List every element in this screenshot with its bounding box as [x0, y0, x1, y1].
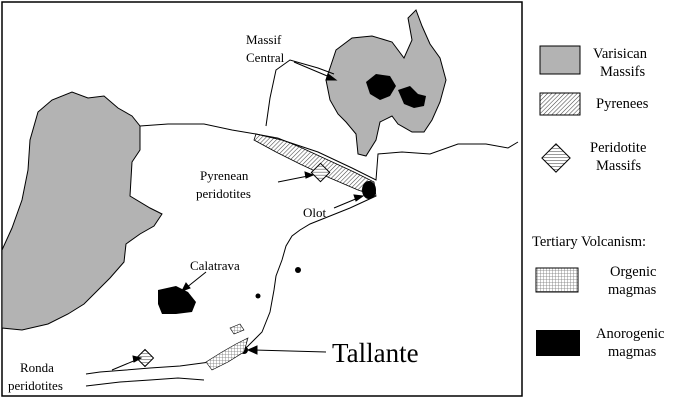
ronda-peridotites-leader — [111, 359, 137, 371]
label-ronda-line1: Ronda — [20, 360, 54, 375]
label-olot: Olot — [303, 205, 327, 220]
arrowhead — [132, 355, 143, 363]
ronda-peridotite-diamond-icon — [135, 348, 155, 368]
massif-central-volcanic-patch — [398, 86, 426, 108]
legend-peridotite-line2: Massifs — [596, 158, 641, 174]
label-pyrenean-line1: Pyrenean — [200, 168, 249, 183]
arrowhead — [246, 345, 258, 355]
calatrava-leader — [185, 271, 207, 289]
massif-central-leader — [293, 61, 333, 79]
legend-varisican-line2: Massifs — [600, 64, 645, 80]
legend-peridotite-line1: Peridotite — [590, 140, 646, 156]
arrowhead — [180, 282, 191, 292]
label-massif-central-line1: Massif — [246, 32, 282, 47]
olot-volcanic-field — [362, 181, 376, 199]
tallante-leader — [251, 349, 327, 353]
massif-central-volcanic-patch — [366, 74, 396, 100]
legend-tertiary-title: Tertiary Volcanism: — [532, 234, 646, 250]
label-ronda-line2: peridotites — [8, 378, 63, 393]
label-calatrava: Calatrava — [190, 258, 240, 273]
legend-orogenic-line2: magmas — [608, 282, 657, 298]
label-massif-central-line2: Central — [246, 50, 285, 65]
label-pyrenean-line2: peridotites — [196, 186, 251, 201]
peridotite-swatch-diamond-hatched-icon — [541, 143, 571, 173]
legend-anorogenic-line2: magmas — [608, 344, 657, 360]
coastline-africa — [85, 377, 205, 387]
legend-pyrenees: Pyrenees — [596, 96, 649, 112]
arrowhead — [304, 171, 315, 179]
orogenic-swatch-grid-hatch-icon — [535, 267, 579, 293]
volcanic-spot — [295, 267, 301, 273]
iberian-varisican-massif — [1, 91, 163, 331]
legend-orogenic-line1: Orgenic — [610, 264, 656, 280]
pyrenean-peridotites-leader — [277, 175, 309, 183]
varisican-swatch — [539, 45, 581, 75]
olot-leader — [333, 197, 359, 209]
orogenic-volcanic-patch — [229, 323, 245, 335]
anorogenic-swatch-black-square-icon — [536, 330, 580, 356]
arrowhead — [325, 73, 338, 81]
pyrenees-swatch-diagonal-hatch-icon — [539, 92, 581, 116]
legend-anorogenic-line1: Anorogenic — [596, 326, 664, 342]
legend: Varisican Massifs Pyrenees Peridotite Ma… — [532, 45, 664, 360]
calatrava-volcanic-field — [158, 286, 196, 314]
coastline-east — [85, 195, 377, 375]
label-tallante: Tallante — [332, 338, 419, 368]
legend-varisican-line1: Varisican — [593, 46, 648, 62]
coastline-north — [139, 123, 519, 181]
political-border-north — [265, 59, 335, 127]
orogenic-volcanic-patch — [205, 337, 249, 371]
pyrenean-peridotite-diamond-icon — [310, 162, 331, 183]
volcanic-spot — [255, 293, 261, 299]
arrowhead — [353, 194, 365, 202]
